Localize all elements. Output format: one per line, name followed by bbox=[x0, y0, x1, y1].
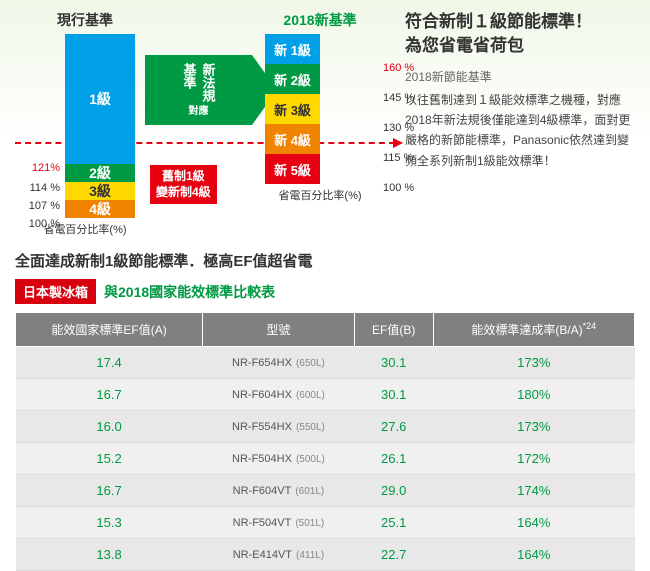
badge-row: 日本製冰箱 與2018國家能效標準比較表 bbox=[0, 279, 650, 312]
cell-ef-a: 17.4 bbox=[16, 347, 203, 379]
arrow-transition: 新法規基準對應 bbox=[145, 50, 245, 130]
bar-segment: 新 5級 bbox=[265, 154, 320, 184]
chart-title-right: 2018新基準 bbox=[283, 10, 356, 30]
cell-ef-a: 16.7 bbox=[16, 379, 203, 411]
cell-ef-b: 30.1 bbox=[354, 379, 433, 411]
comparison-charts: 現行基準 1級2級3級4級 121% 114 % 107 % 100 % 省電百分比率(… bbox=[15, 10, 385, 237]
cell-model: NR-F504HX(500L) bbox=[203, 443, 355, 475]
bar-segment: 2級 bbox=[65, 164, 135, 182]
cell-ef-b: 22.7 bbox=[354, 539, 433, 571]
cell-ef-b: 25.1 bbox=[354, 507, 433, 539]
table-header: 型號 bbox=[203, 313, 355, 347]
cell-ef-a: 16.0 bbox=[16, 411, 203, 443]
cell-rate: 172% bbox=[433, 443, 634, 475]
table-row: 15.3 NR-F504VT(501L) 25.1 164% bbox=[16, 507, 635, 539]
tick-label: 107 % bbox=[15, 200, 60, 212]
cell-rate: 164% bbox=[433, 507, 634, 539]
tick-label: 145 % bbox=[383, 92, 418, 104]
efficiency-table: 能效國家標準EF值(A)型號EF值(B)能效標準達成率(B/A)*24 17.4… bbox=[15, 312, 635, 571]
cell-model: NR-F604HX(600L) bbox=[203, 379, 355, 411]
cell-rate: 173% bbox=[433, 411, 634, 443]
headline: 符合新制１級節能標準！為您省電省荷包 bbox=[405, 10, 635, 58]
tick-label: 100 % bbox=[383, 182, 418, 194]
bar-segment: 4級 bbox=[65, 200, 135, 218]
table-header: 能效國家標準EF值(A) bbox=[16, 313, 203, 347]
new-standard-chart: 2018新基準 新 1級新 2級新 3級新 4級新 5級160 %145 %13… bbox=[260, 10, 380, 237]
bar-segment: 1級 bbox=[65, 34, 135, 164]
cell-ef-a: 13.8 bbox=[16, 539, 203, 571]
table-header: EF值(B) bbox=[354, 313, 433, 347]
table-row: 16.0 NR-F554HX(550L) 27.6 173% bbox=[16, 411, 635, 443]
cell-model: NR-F504VT(501L) bbox=[203, 507, 355, 539]
arrow-label: 新法規基準對應 bbox=[145, 55, 252, 125]
cell-rate: 174% bbox=[433, 475, 634, 507]
cell-ef-b: 30.1 bbox=[354, 347, 433, 379]
cell-ef-b: 26.1 bbox=[354, 443, 433, 475]
bars-right: 新 1級新 2級新 3級新 4級新 5級160 %145 %130 %115 %… bbox=[260, 34, 380, 184]
table-header: 能效標準達成率(B/A)*24 bbox=[433, 313, 634, 347]
cell-rate: 180% bbox=[433, 379, 634, 411]
tick-label: 121% bbox=[15, 162, 60, 174]
cell-ef-a: 15.2 bbox=[16, 443, 203, 475]
cell-model: NR-E414VT(411L) bbox=[203, 539, 355, 571]
cell-ef-a: 16.7 bbox=[16, 475, 203, 507]
tick-label: 114 % bbox=[15, 182, 60, 194]
table-row: 17.4 NR-F654HX(650L) 30.1 173% bbox=[16, 347, 635, 379]
tick-label: 130 % bbox=[383, 122, 418, 134]
cell-model: NR-F604VT(601L) bbox=[203, 475, 355, 507]
tick-label: 100 % bbox=[15, 218, 60, 230]
body-text: 以往舊制達到１級能效標準之機種，對應2018年新法規後僅能達到4級標準，面對更嚴… bbox=[405, 90, 635, 172]
section-title: 全面達成新制1級節能標準．極高EF值超省電 bbox=[0, 242, 650, 279]
top-section: 現行基準 1級2級3級4級 121% 114 % 107 % 100 % 省電百分比率(… bbox=[0, 0, 650, 242]
tick-label: 115 % bbox=[383, 152, 418, 164]
description-text: 符合新制１級節能標準！為您省電省荷包 2018新節能基準 以往舊制達到１級能效標… bbox=[385, 10, 635, 237]
table-row: 16.7 NR-F604VT(601L) 29.0 174% bbox=[16, 475, 635, 507]
bar-segment: 新 2級 bbox=[265, 64, 320, 94]
conversion-note: 舊制1級變新制4級 bbox=[150, 165, 217, 204]
cell-ef-a: 15.3 bbox=[16, 507, 203, 539]
table-row: 15.2 NR-F504HX(500L) 26.1 172% bbox=[16, 443, 635, 475]
cell-rate: 164% bbox=[433, 539, 634, 571]
cell-model: NR-F554HX(550L) bbox=[203, 411, 355, 443]
bar-segment: 3級 bbox=[65, 182, 135, 200]
bar-segment: 新 4級 bbox=[265, 124, 320, 154]
subhead: 2018新節能基準 bbox=[405, 68, 635, 85]
cell-model: NR-F654HX(650L) bbox=[203, 347, 355, 379]
current-standard-chart: 現行基準 1級2級3級4級121%114 %107 %100 % 省電百分比率(… bbox=[15, 10, 155, 237]
chart-title-left: 現行基準 bbox=[57, 10, 113, 30]
cell-rate: 173% bbox=[433, 347, 634, 379]
axis-label-right: 省電百分比率(%) bbox=[278, 187, 361, 203]
table-title: 與2018國家能效標準比較表 bbox=[104, 282, 275, 302]
table-row: 13.8 NR-E414VT(411L) 22.7 164% bbox=[16, 539, 635, 571]
bar-segment: 新 1級 bbox=[265, 34, 320, 64]
cell-ef-b: 29.0 bbox=[354, 475, 433, 507]
tick-label: 160 % bbox=[383, 62, 418, 74]
bar-segment: 新 3級 bbox=[265, 94, 320, 124]
table-row: 16.7 NR-F604HX(600L) 30.1 180% bbox=[16, 379, 635, 411]
japan-badge: 日本製冰箱 bbox=[15, 279, 96, 304]
cell-ef-b: 27.6 bbox=[354, 411, 433, 443]
bars-left: 1級2級3級4級121%114 %107 %100 % bbox=[15, 34, 155, 218]
